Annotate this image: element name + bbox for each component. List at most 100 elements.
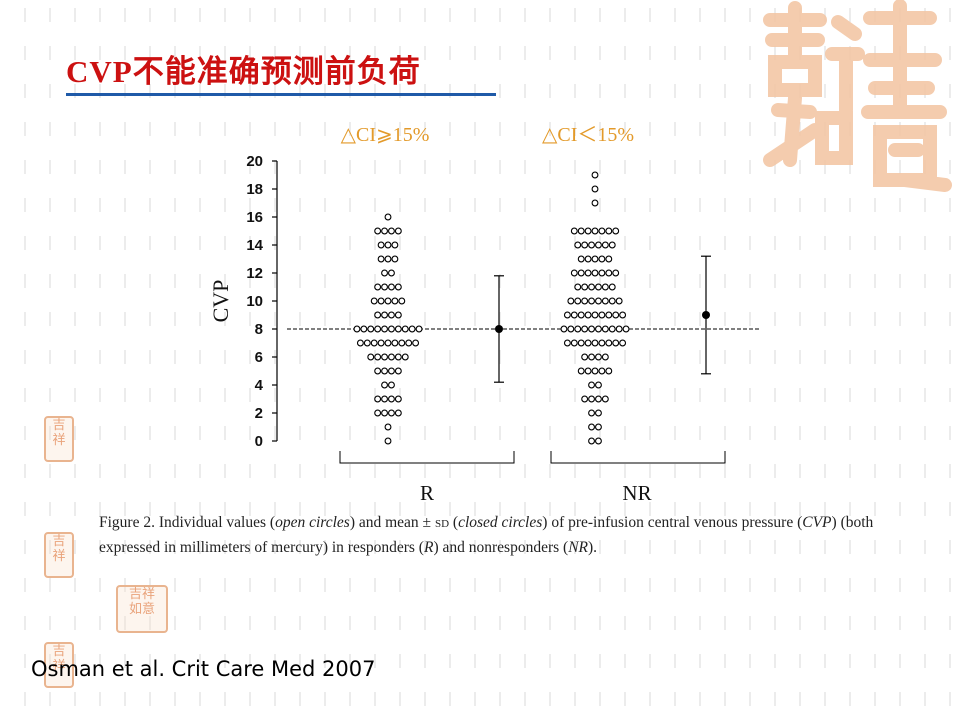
data-point [601, 241, 609, 249]
citation: Osman et al. Crit Care Med 2007 [31, 657, 376, 681]
data-point [612, 339, 620, 347]
data-point [588, 325, 595, 333]
data-point [608, 297, 616, 305]
data-point [622, 325, 630, 333]
data-point [384, 255, 392, 263]
data-point [381, 325, 388, 333]
data-point [391, 255, 399, 263]
data-point [574, 241, 582, 249]
data-point [394, 353, 402, 361]
data-point [584, 339, 592, 347]
data-point [601, 283, 609, 291]
data-point [619, 311, 627, 319]
data-point [388, 367, 395, 375]
caption-fragment: ( [449, 514, 459, 531]
data-point [598, 227, 606, 235]
data-point [577, 227, 585, 235]
data-point [384, 213, 392, 221]
data-point [563, 311, 571, 319]
data-point [363, 339, 371, 347]
data-point [384, 423, 392, 431]
data-point [584, 227, 592, 235]
data-point [567, 325, 575, 333]
data-point [605, 311, 613, 319]
data-point [612, 227, 620, 235]
caption-fragment: ) and nonresponders ( [433, 539, 569, 556]
data-point [574, 283, 582, 291]
data-point [353, 325, 361, 333]
data-point [588, 241, 595, 249]
data-point [570, 227, 578, 235]
data-point [374, 311, 382, 319]
y-tick-label: 8 [255, 321, 263, 338]
data-point [591, 227, 599, 235]
data-point [594, 325, 602, 333]
data-point [360, 325, 368, 333]
data-point [394, 395, 402, 403]
data-point [560, 325, 568, 333]
data-point [388, 381, 395, 389]
data-point [594, 353, 602, 361]
data-point [594, 283, 602, 291]
data-point [574, 325, 582, 333]
data-point [570, 339, 578, 347]
data-point [356, 339, 364, 347]
data-point [605, 339, 613, 347]
data-point [412, 339, 420, 347]
group-bracket [550, 451, 726, 464]
data-point [601, 297, 609, 305]
data-point [388, 227, 395, 235]
caption-fragment: ) (both expressed in millimeters of merc… [99, 514, 874, 556]
data-point [598, 367, 606, 375]
data-point [415, 325, 423, 333]
data-point [584, 311, 592, 319]
data-point [577, 339, 585, 347]
data-point [608, 325, 616, 333]
data-point [577, 269, 585, 277]
data-point [388, 409, 395, 417]
data-point [398, 297, 406, 305]
data-point [605, 269, 613, 277]
data-point [591, 255, 599, 263]
data-point [370, 297, 378, 305]
data-point [588, 395, 595, 403]
caption-fragment: R [423, 539, 434, 556]
data-point [588, 353, 595, 361]
data-point [381, 395, 388, 403]
data-point [374, 409, 382, 417]
data-point [591, 269, 599, 277]
data-point [598, 339, 606, 347]
data-point [601, 395, 609, 403]
data-point [577, 311, 585, 319]
caption-fragment: SD [434, 518, 450, 530]
data-point [615, 325, 623, 333]
data-point [591, 311, 599, 319]
y-tick-label: 18 [246, 181, 263, 198]
data-point [612, 311, 620, 319]
data-point [377, 339, 385, 347]
background-dash-grid [24, 8, 951, 706]
data-point [388, 269, 395, 277]
y-tick-label: 2 [255, 405, 263, 422]
data-point [581, 283, 589, 291]
data-point [388, 311, 395, 319]
data-point [398, 339, 406, 347]
data-point [367, 325, 375, 333]
data-point [594, 409, 602, 417]
data-point [391, 241, 399, 249]
data-point [581, 395, 589, 403]
figure-caption: Figure 2. Individual values (open circle… [99, 511, 899, 559]
data-point [601, 325, 609, 333]
data-point [401, 353, 409, 361]
data-point [584, 255, 592, 263]
data-point [577, 367, 585, 375]
data-point [374, 395, 382, 403]
caption-fragment: ) of pre-infusion central venous pressur… [542, 514, 803, 531]
data-point [381, 269, 388, 277]
data-point [605, 227, 613, 235]
data-point [381, 367, 388, 375]
data-point [388, 283, 395, 291]
title-underline [66, 93, 496, 96]
data-point [588, 437, 595, 445]
data-point [384, 241, 392, 249]
